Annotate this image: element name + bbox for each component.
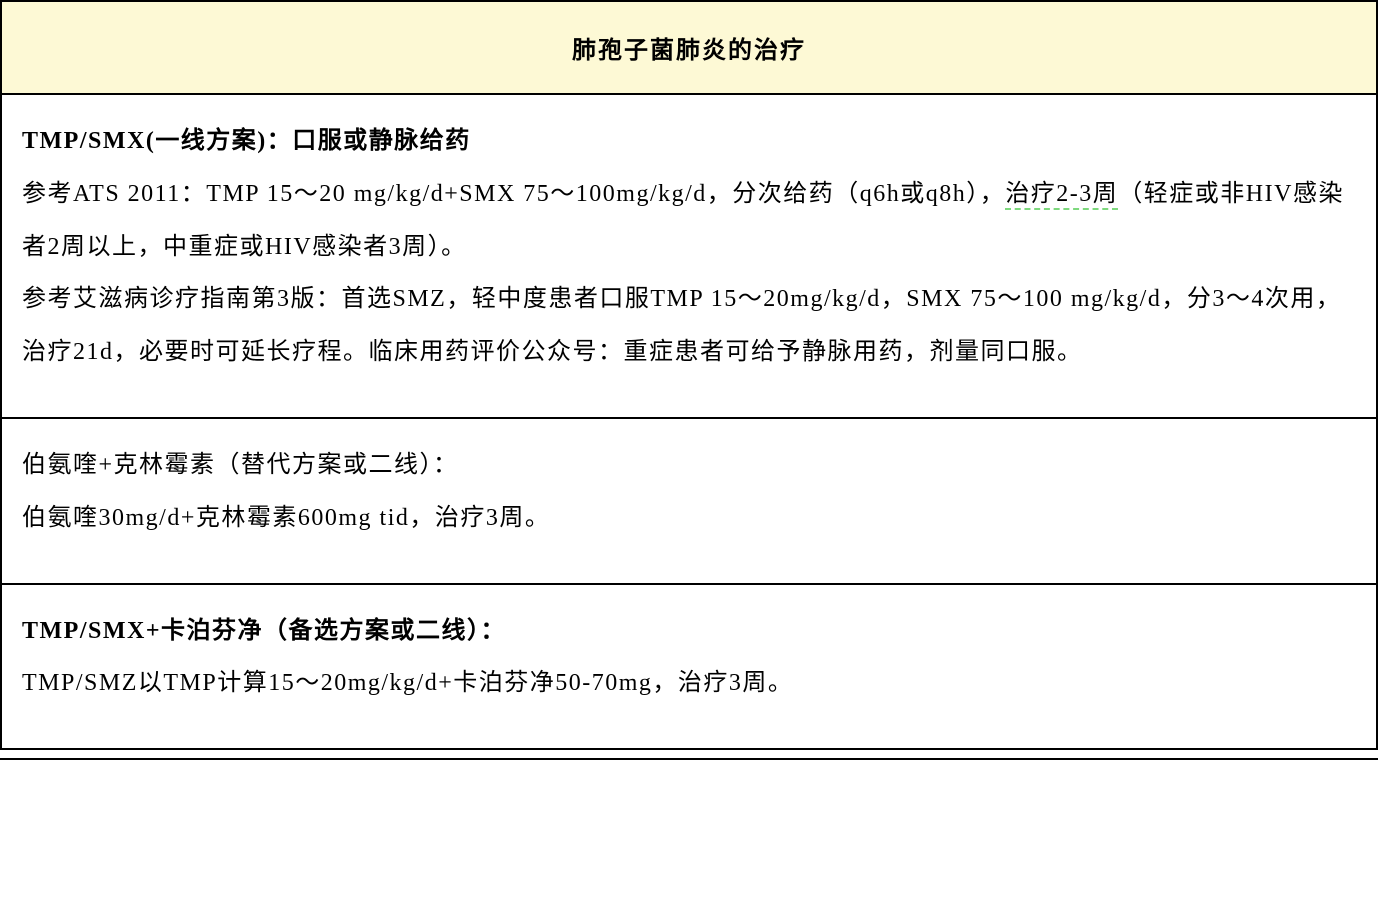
row-heading: TMP/SMX(一线方案)：口服或静脉给药 — [22, 115, 1356, 168]
treatment-table: 肺孢子菌肺炎的治疗 TMP/SMX(一线方案)：口服或静脉给药 参考ATS 20… — [0, 0, 1378, 750]
row-body-2: 参考艾滋病诊疗指南第3版：首选SMZ，轻中度患者口服TMP 15～20mg/kg… — [22, 273, 1356, 379]
table-row: TMP/SMX(一线方案)：口服或静脉给药 参考ATS 2011：TMP 15～… — [2, 95, 1376, 419]
underlined-text: 治疗2-3周 — [1005, 181, 1118, 210]
row-body: 伯氨喹30mg/d+克林霉素600mg tid，治疗3周。 — [22, 492, 1356, 545]
row-heading: TMP/SMX+卡泊芬净（备选方案或二线）： — [22, 605, 1356, 658]
row-body: 参考ATS 2011：TMP 15～20 mg/kg/d+SMX 75～100m… — [22, 168, 1356, 274]
table-row: 伯氨喹+克林霉素（替代方案或二线）： 伯氨喹30mg/d+克林霉素600mg t… — [2, 419, 1376, 585]
row-body: TMP/SMZ以TMP计算15～20mg/kg/d+卡泊芬净50-70mg，治疗… — [22, 657, 1356, 710]
table-title-row: 肺孢子菌肺炎的治疗 — [2, 2, 1376, 95]
row-heading: 伯氨喹+克林霉素（替代方案或二线）： — [22, 439, 1356, 492]
table-row: TMP/SMX+卡泊芬净（备选方案或二线）： TMP/SMZ以TMP计算15～2… — [2, 585, 1376, 749]
partial-bottom-border — [0, 750, 1378, 760]
table-title: 肺孢子菌肺炎的治疗 — [572, 38, 806, 64]
